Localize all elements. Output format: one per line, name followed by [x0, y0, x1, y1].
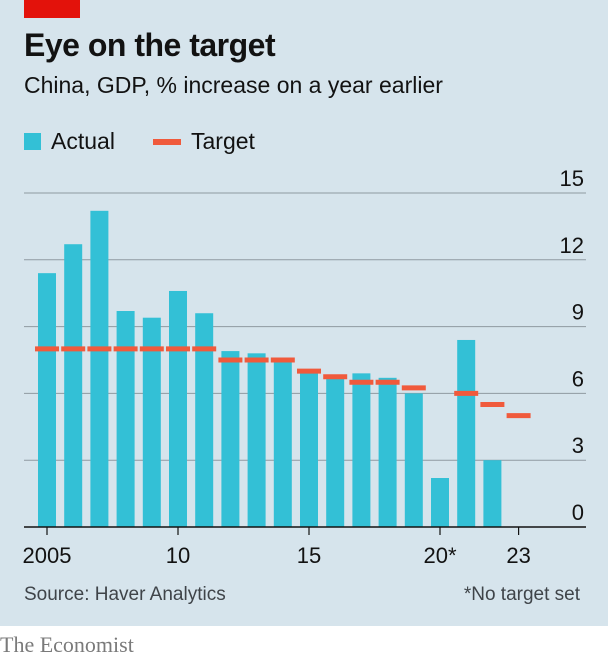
bar-actual-2016 [326, 377, 345, 527]
bar-actual-2013 [247, 353, 266, 527]
x-tick-label: 15 [297, 543, 321, 568]
legend-item-actual: Actual [24, 128, 115, 155]
chart-plot: 0 3 6 9 12 15 2005 10 15 20* 23 [23, 166, 586, 568]
y-tick-label: 6 [572, 366, 584, 391]
bar-actual-2011 [195, 313, 214, 527]
brand-wordmark: The Economist [0, 632, 134, 657]
y-tick-label: 3 [572, 433, 584, 458]
bar-actual-2006 [64, 244, 83, 528]
bar-actual-2012 [221, 351, 240, 527]
chart-subtitle: China, GDP, % increase on a year earlier [24, 72, 443, 98]
x-tick-label: 20* [423, 543, 456, 568]
bar-actual-2021 [457, 339, 476, 527]
bar-actual-2015 [300, 373, 318, 527]
footnote: *No target set [463, 584, 580, 605]
bar-actual-2018 [378, 377, 397, 527]
brand-red-tag [24, 0, 80, 18]
bar-actual-2008 [116, 311, 135, 527]
bar-actual-2010 [169, 290, 187, 527]
bar-actual-2007 [90, 210, 109, 527]
bar-actual-2020 [431, 478, 449, 527]
legend-label-target: Target [191, 128, 255, 154]
legend-swatch-actual [24, 133, 41, 150]
bar-actual-2009 [142, 317, 161, 527]
chart-title: Eye on the target [24, 27, 276, 63]
y-tick-label: 15 [560, 166, 584, 191]
bar-actual-2005 [38, 273, 56, 527]
y-tick-label: 9 [572, 300, 584, 325]
y-tick-label: 12 [560, 233, 584, 258]
bar-actual-2014 [273, 362, 292, 527]
source-note: Source: Haver Analytics [24, 584, 226, 605]
y-tick-label: 0 [572, 500, 584, 525]
legend-swatch-target [153, 138, 181, 145]
bar-actual-2017 [352, 373, 371, 527]
legend-item-target: Target [153, 128, 255, 155]
x-tick-label: 2005 [23, 543, 72, 568]
bar-actual-2019 [404, 393, 423, 527]
x-tick-label: 23 [506, 543, 530, 568]
bar-actual-2022 [483, 460, 502, 527]
legend-label-actual: Actual [51, 128, 115, 154]
x-tick-label: 10 [166, 543, 190, 568]
